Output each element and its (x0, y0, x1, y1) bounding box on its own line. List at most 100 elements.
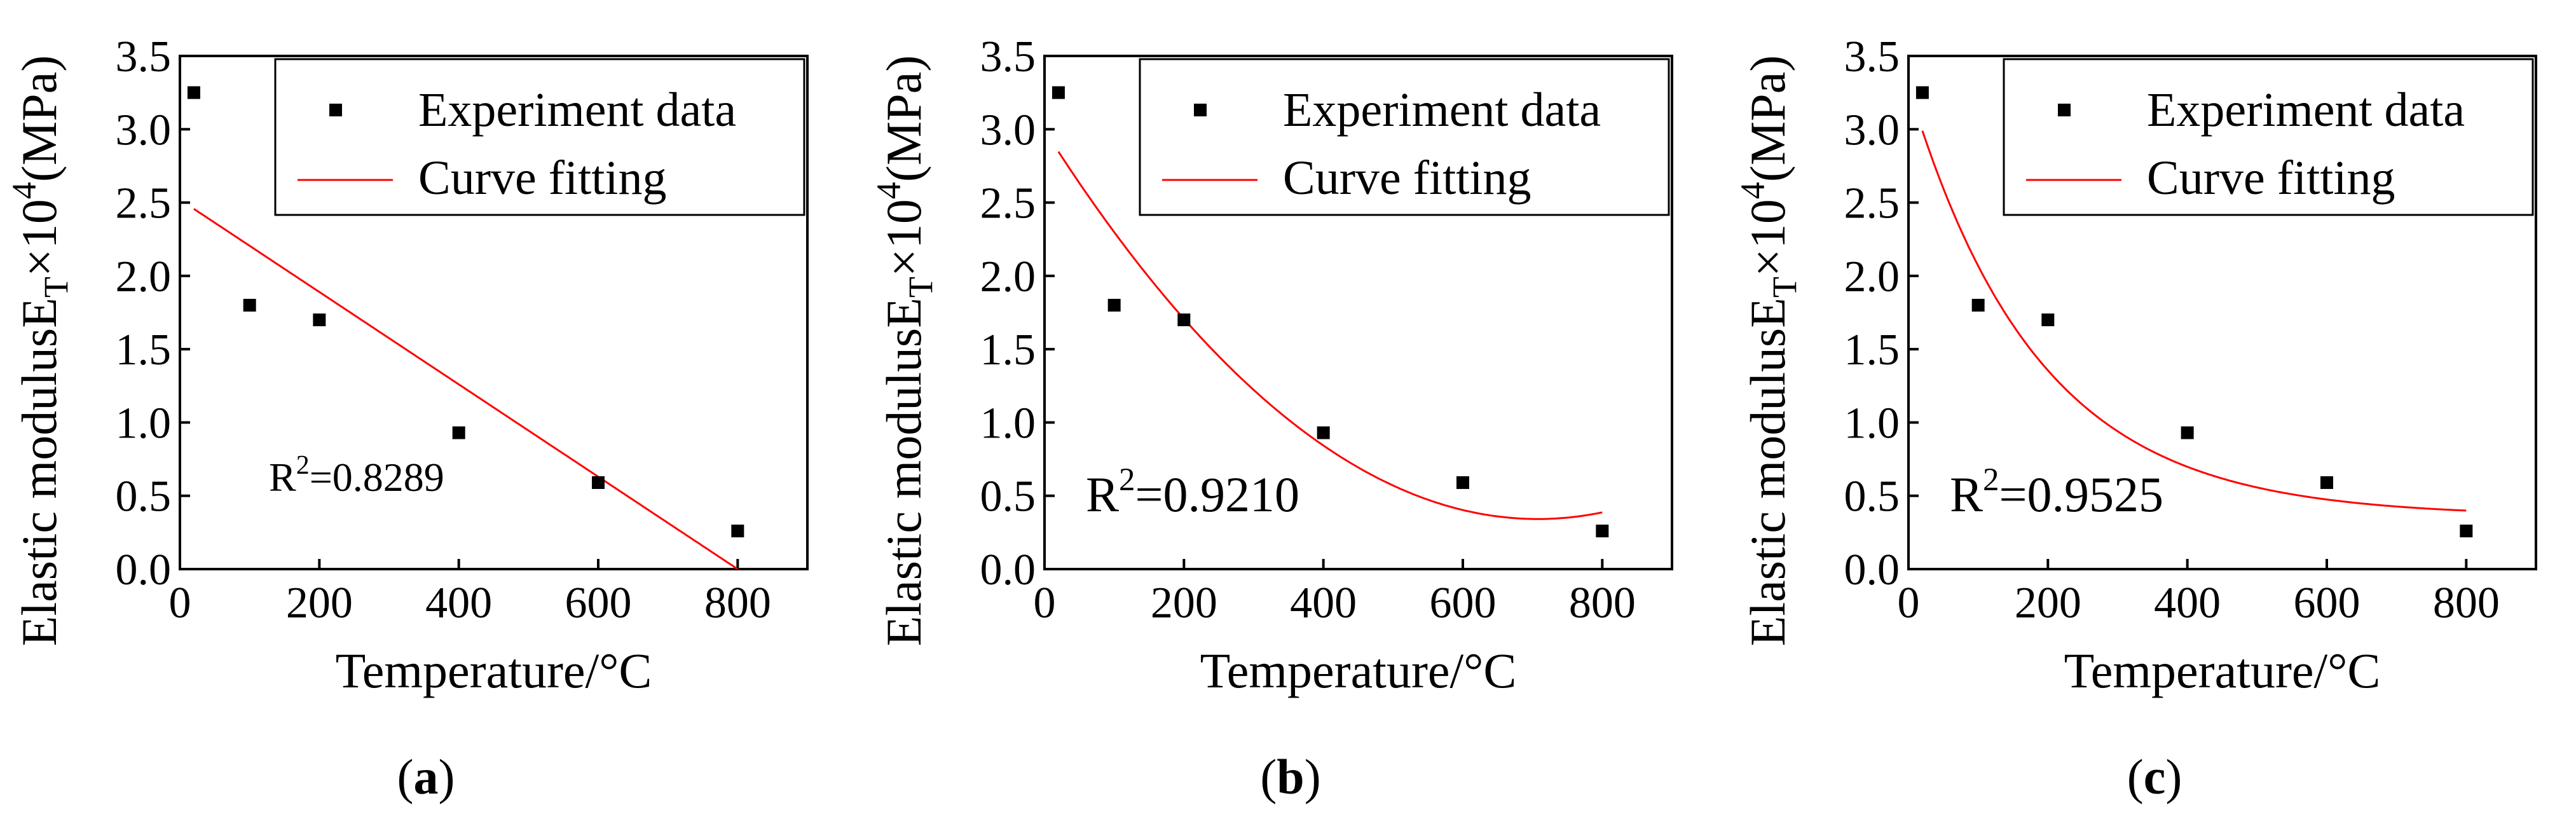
chart-panel-c: 0 200 400 600 800 0.0 0.5 1.0 1.5 2.0 2.5 3.0 3.5 Tem… (1734, 32, 2537, 804)
plot-frame (1907, 55, 2537, 570)
y-tick-label: 0.5 (980, 472, 1036, 521)
y-axis-title-subscript: T (1765, 277, 1804, 298)
x-axis-title: Temperature/°C (1200, 643, 1517, 698)
y-tick-label: 2.0 (1844, 252, 1900, 301)
chart-panel-a: 0 200 400 600 800 0.0 0.5 1.0 1.5 2.0 2.5 3.0 3.5 Tem… (5, 32, 809, 804)
legend-label-fit: Curve fitting (1283, 151, 1531, 205)
x-tick-label: 800 (1569, 579, 1636, 628)
data-point (2460, 525, 2473, 538)
legend-marker-points (2058, 104, 2071, 116)
data-point (592, 476, 605, 489)
x-tick-label: 0 (1034, 579, 1056, 628)
y-tick-label: 0.5 (1844, 472, 1900, 521)
r-squared-value: =0.9210 (1135, 467, 1300, 522)
legend-box (274, 58, 805, 216)
panel-label-close: ) (439, 749, 455, 804)
data-point (2181, 426, 2194, 439)
r-squared-superscript: 2 (1119, 462, 1135, 498)
data-point (1596, 525, 1609, 538)
x-tick-label: 600 (1430, 579, 1497, 628)
r-squared-value: =0.9525 (1999, 467, 2164, 522)
x-axis-title: Temperature/°C (2064, 643, 2381, 698)
legend-label-points: Experiment data (1283, 83, 1601, 137)
y-axis-title-prefix: Elastic modulusE (876, 298, 931, 646)
y-tick-label: 3.0 (980, 106, 1036, 155)
y-tick-label: 3.5 (116, 32, 172, 81)
y-tick-label: 0.5 (116, 472, 172, 521)
fit-curve (193, 208, 739, 569)
panel-label-open: ( (397, 749, 414, 804)
x-tick-label: 200 (1151, 579, 1217, 628)
y-axis-title-superscript: 4 (5, 182, 43, 199)
y-tick-label: 1.5 (980, 326, 1036, 375)
y-tick-label: 2.0 (980, 252, 1036, 301)
r-squared-annotation: R2=0.8289 (269, 451, 444, 500)
panel-label-letter: b (1277, 749, 1304, 804)
y-axis-title-superscript: 4 (1734, 182, 1772, 199)
y-tick-label: 3.0 (1844, 106, 1900, 155)
data-point (1107, 298, 1121, 312)
y-tick-label: 3.5 (1844, 32, 1900, 81)
y-axis-title-subscript: T (901, 277, 940, 298)
fit-curve (1057, 151, 1603, 520)
y-axis-title-prefix: Elastic modulusE (1740, 298, 1795, 646)
panel-label: (c) (2127, 749, 2182, 804)
y-tick-label: 0.0 (1844, 546, 1900, 595)
data-point (243, 298, 256, 312)
y-axis-title-mid: ×10 (876, 199, 931, 277)
panel-label-letter: a (414, 749, 439, 804)
y-axis-title-subscript: T (37, 277, 75, 298)
y-axis-title-superscript: 4 (870, 182, 908, 199)
data-point (1177, 313, 1191, 327)
data-point (1456, 476, 1469, 489)
chart-panel-b: 0 200 400 600 800 0.0 0.5 1.0 1.5 2.0 2.5 3.0 3.5 Tem… (870, 32, 1673, 804)
legend-label-fit: Curve fitting (418, 151, 667, 205)
y-tick-label: 2.5 (1844, 179, 1900, 228)
y-axis-title-prefix: Elastic modulusE (11, 298, 67, 646)
r-squared-superscript: 2 (296, 451, 310, 480)
y-tick-label: 1.0 (980, 399, 1036, 448)
y-axis-title: Elastic modulusET×104(MPa) (5, 55, 75, 646)
data-point (452, 426, 465, 439)
data-point (1317, 426, 1330, 439)
y-axis-title: Elastic modulusET×104(MPa) (870, 55, 940, 646)
x-tick-label: 200 (2015, 579, 2081, 628)
y-tick-label: 1.5 (1844, 326, 1900, 375)
r-squared-symbol: R (1950, 467, 1983, 522)
r-squared-symbol: R (1086, 467, 1119, 522)
x-tick-label: 800 (704, 579, 771, 628)
x-tick-label: 200 (286, 579, 353, 628)
y-axis-title: Elastic modulusET×104(MPa) (1734, 55, 1804, 646)
y-tick-label: 3.5 (980, 32, 1036, 81)
y-tick-label: 0.0 (116, 546, 172, 595)
data-point (2320, 476, 2333, 489)
data-point (1052, 86, 1065, 99)
y-tick-label: 1.0 (116, 399, 172, 448)
r-squared-annotation: R2=0.9210 (1086, 462, 1299, 522)
legend-label-points: Experiment data (418, 83, 736, 137)
y-axis-title-mid: ×10 (1740, 199, 1795, 277)
r-squared-superscript: 2 (1983, 462, 1999, 498)
panel-label-open: ( (2127, 749, 2144, 804)
legend-box (1139, 58, 1670, 216)
legend-box (2003, 58, 2534, 216)
r-squared-annotation: R2=0.9525 (1950, 462, 2163, 522)
y-tick-label: 2.0 (116, 252, 172, 301)
y-tick-label: 2.5 (116, 179, 172, 228)
panel-label-letter: c (2144, 749, 2166, 804)
y-tick-label: 1.0 (1844, 399, 1900, 448)
y-tick-label: 1.5 (116, 326, 172, 375)
plot-frame (179, 55, 809, 570)
y-axis-title-suffix: (MPa) (876, 55, 931, 182)
x-tick-label: 0 (1898, 579, 1920, 628)
legend-label-fit: Curve fitting (2147, 151, 2395, 205)
y-tick-label: 2.5 (980, 179, 1036, 228)
data-point (313, 313, 326, 327)
panel-label: (a) (397, 749, 455, 804)
x-tick-label: 0 (169, 579, 191, 628)
panel-label-close: ) (2165, 749, 2182, 804)
data-point (187, 86, 200, 99)
y-tick-label: 3.0 (116, 106, 172, 155)
data-point (2041, 313, 2055, 327)
